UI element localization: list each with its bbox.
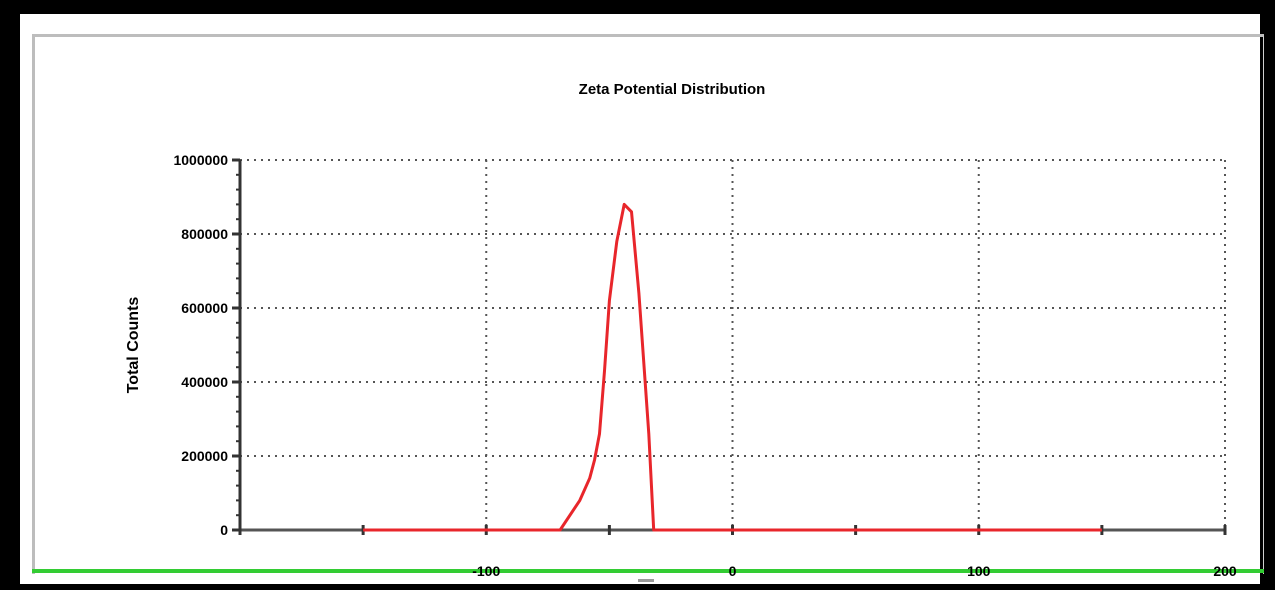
status-strip: [32, 569, 1264, 573]
y-tick-label-4: 800000: [181, 226, 228, 242]
x-tick-label-1: 0: [729, 563, 737, 579]
y-axis-title: Total Counts: [125, 297, 142, 394]
y-tick-label-5: 1000000: [173, 152, 228, 168]
resize-handle[interactable]: [638, 579, 654, 582]
y-tick-label-3: 600000: [181, 300, 228, 316]
grid-lines: [240, 159, 1226, 530]
series-lines: [363, 202, 1102, 532]
y-tick-label-0: 0: [220, 522, 228, 538]
y-tick-label-2: 400000: [181, 374, 228, 390]
x-tick-label-2: 100: [967, 563, 991, 579]
y-tick-label-1: 200000: [181, 448, 228, 464]
x-tick-label-0: -100: [472, 563, 500, 579]
chart-title: Zeta Potential Distribution: [579, 81, 766, 98]
series-line-0: [363, 202, 1102, 532]
tick-labels: 0 200000 400000 600000 800000 1000000 -100 0 100…: [173, 152, 1236, 579]
plot-border: [32, 34, 1264, 574]
x-tick-label-3: 200: [1213, 563, 1237, 579]
axes: [232, 158, 1227, 535]
